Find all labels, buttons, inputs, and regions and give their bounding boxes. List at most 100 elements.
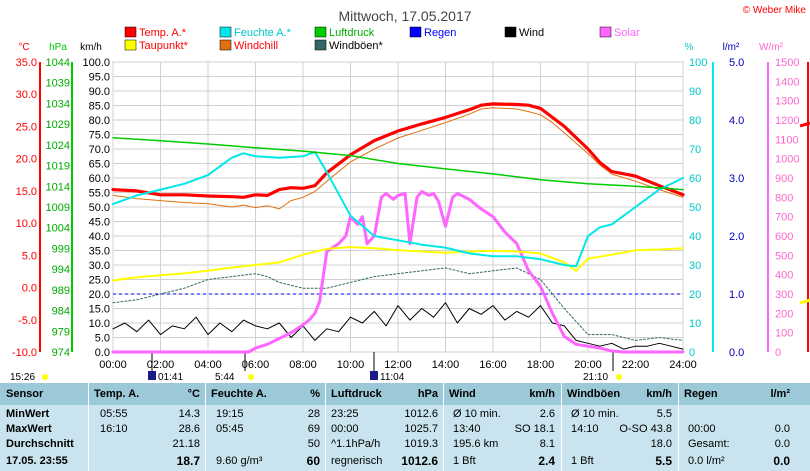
wind-tick-label: 0.0: [95, 347, 110, 359]
x-tick-label: 20:00: [574, 359, 602, 371]
pressure-time: regnerisch: [331, 455, 383, 467]
wind-tick-label: 95.0: [89, 72, 110, 84]
header-temp: Temp. A.: [94, 388, 140, 400]
temp-time: 16:10: [100, 423, 128, 435]
wind-series-line: [112, 302, 684, 350]
wind-tick-label: 50.0: [89, 202, 110, 214]
temp-value: 21.18: [172, 438, 200, 450]
gust-direction-value: O-SO 43.8: [619, 423, 672, 435]
solar-tick-label: 900: [775, 173, 793, 185]
x-tick-label: 08:00: [289, 359, 317, 371]
solar-tick-label: 800: [775, 192, 793, 204]
humidity-tick-label: 10: [689, 318, 701, 330]
header-rain-unit: l/m²: [770, 388, 790, 400]
taupunkt-series-line: [112, 246, 684, 282]
solar-tick-label: 400: [775, 270, 793, 282]
wind-tick-label: 35.0: [89, 246, 110, 258]
x-tick-label: 04:00: [194, 359, 222, 371]
wind-tick-label: 55.0: [89, 188, 110, 200]
solar-tick-label: 1500: [775, 57, 799, 69]
solar-tick-label: 1200: [775, 115, 799, 127]
column-divider: [88, 383, 89, 471]
humidity-tick-label: 20: [689, 289, 701, 301]
rain-tick-label: 2.0: [729, 231, 744, 243]
header-sensor: Sensor: [6, 388, 44, 400]
legend-label: Temp. A.*: [139, 27, 187, 39]
column-divider: [561, 383, 562, 471]
wind-tick-label: 100.0: [82, 57, 110, 69]
temp-a-series-line: [111, 102, 685, 199]
rain-desc: 00:00: [688, 423, 716, 435]
gust-desc: 14:10: [571, 423, 599, 435]
humidity-tick-label: 100: [689, 57, 707, 69]
x-tick-label: 10:00: [337, 359, 365, 371]
legend-label: Windchill: [234, 40, 278, 52]
pressure-tick-label: 994: [52, 264, 70, 276]
temp-tick-label: 20.0: [16, 154, 37, 166]
rain-value: 0.0: [774, 423, 790, 435]
column-divider: [443, 383, 444, 471]
solar-tick-label: 700: [775, 212, 793, 224]
legend-swatch: [314, 26, 327, 38]
humidity-tick-label: 90: [689, 86, 701, 98]
legend-label: Windböen*: [329, 40, 384, 52]
humidity-value: 69: [307, 423, 320, 435]
x-tick-label: 22:00: [622, 359, 650, 371]
pressure-tick-label: 974: [52, 347, 70, 359]
legend-swatch: [409, 26, 422, 38]
humidity-value: 60: [306, 454, 320, 468]
legend-label: Solar: [614, 27, 640, 39]
pressure-tick-label: 979: [52, 326, 70, 338]
temp-tick-label: -5.0: [18, 315, 37, 327]
legend-label: Taupunkt*: [139, 40, 189, 52]
rain-tick-label: 0.0: [729, 347, 744, 359]
header-wind-unit: km/h: [529, 388, 555, 400]
gust-value: 5.5: [656, 408, 672, 420]
temp-tick-label: 15.0: [16, 186, 37, 198]
temp-axis-title: °C: [18, 42, 29, 53]
solar-tick-label: 1300: [775, 96, 799, 108]
header-gusts: Windböen: [567, 388, 621, 400]
sun-icon: [42, 374, 48, 380]
pressure-tick-label: 989: [52, 285, 70, 297]
wind-tick-label: 85.0: [89, 101, 110, 113]
pressure-tick-label: 1039: [46, 78, 70, 90]
wind-desc: 195.6 km: [453, 438, 499, 450]
stat-row-label: MaxWert: [6, 423, 52, 435]
humidity-time: 19:15: [216, 408, 244, 420]
gusts-series-line: [112, 267, 684, 341]
rain-tick-label: 4.0: [729, 115, 744, 127]
chart-legend: Temp. A.* Feuchte A.* Luftdruck Regen Wind So…: [124, 26, 640, 52]
legend-swatch: [599, 26, 612, 38]
pressure-tick-label: 1029: [46, 119, 70, 131]
x-tick-label: 12:00: [384, 359, 412, 371]
rain-axis-title: l/m²: [723, 42, 740, 53]
wind-tick-label: 80.0: [89, 115, 110, 127]
solar-tick-label: 300: [775, 289, 793, 301]
temp-tick-label: 30.0: [16, 89, 37, 101]
solar-tick-label: 200: [775, 308, 793, 320]
rain-tick-label: 1.0: [729, 289, 744, 301]
x-tick-label: 14:00: [432, 359, 460, 371]
x-tick-label: 24:00: [669, 359, 697, 371]
header-wind: Wind: [449, 388, 476, 400]
legend-swatch: [124, 26, 137, 38]
sun-icon: [248, 374, 254, 380]
column-divider: [325, 383, 326, 471]
right-axes: 10090807060504030201005.04.03.02.01.00.0…: [689, 57, 809, 359]
solar-tick-label: 1000: [775, 154, 799, 166]
humidity-time: 9.60 g/m³: [216, 455, 263, 467]
gust-desc: 1 Bft: [571, 455, 594, 467]
pressure-tick-label: 1004: [46, 223, 70, 235]
humidity-value: 28: [307, 408, 320, 420]
column-divider: [678, 383, 679, 471]
solar-axis-title: W/m²: [759, 42, 784, 53]
wind-axis-title: km/h: [80, 42, 102, 53]
humidity-tick-label: 70: [689, 144, 701, 156]
rain-desc: 0.0 l/m²: [688, 455, 725, 467]
legend-label: Regen: [424, 27, 456, 39]
weather-chart: Mittwoch, 17.05.2017 © Weber Mike Temp. …: [10, 5, 810, 383]
axis-titles: °C hPa km/h% l/m² W/m²: [18, 42, 783, 53]
wind-tick-label: 10.0: [89, 318, 110, 330]
stat-row-label: 17.05. 23:55: [6, 455, 68, 467]
